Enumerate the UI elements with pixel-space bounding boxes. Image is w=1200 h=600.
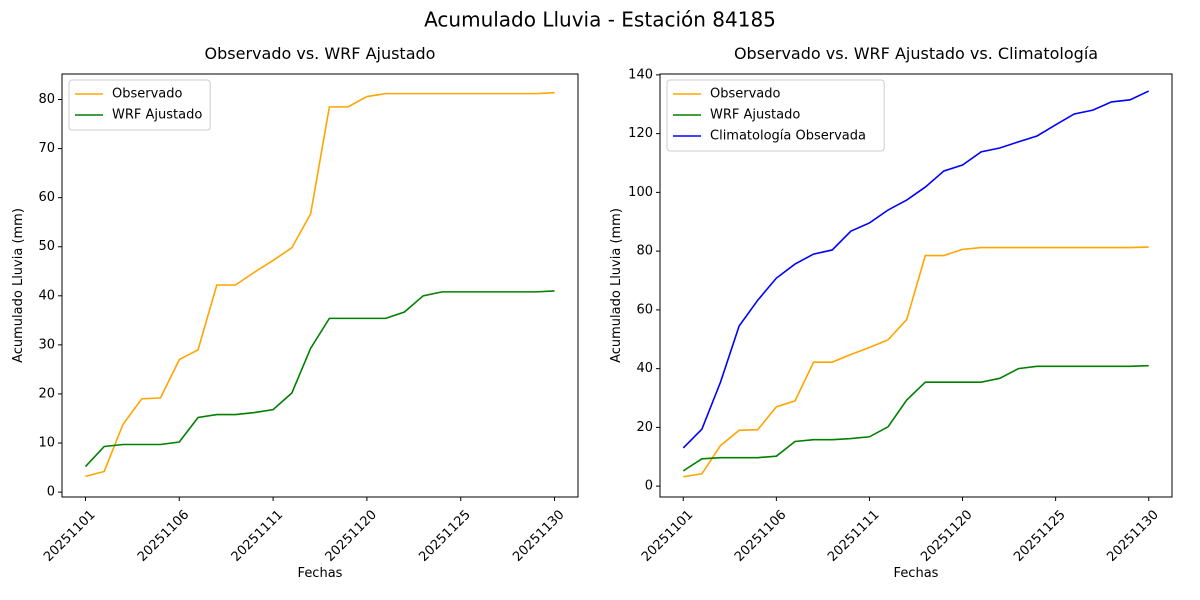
legend-label: Observado (710, 87, 781, 102)
plot-frame (659, 73, 1173, 498)
legend-label: Climatología Observada (710, 129, 866, 144)
x-tick-label: 20251130 (1104, 507, 1161, 564)
y-tick-label: 60 (38, 190, 55, 205)
plot-frame (61, 73, 579, 498)
legend-label: WRF Ajustado (112, 108, 202, 123)
legend-box (68, 79, 211, 131)
y-tick-label: 40 (636, 361, 653, 376)
y-axis-title: Acumulado Lluvia (mm) (11, 208, 26, 363)
subplot: Observado vs. WRF Ajustado 0 10 20 30 40 50 60 7… (11, 44, 579, 581)
series-line (682, 90, 1150, 449)
series-line (683, 246, 1149, 478)
subplot: Observado vs. WRF Ajustado vs. Climatolo… (609, 44, 1173, 581)
y-tick-label: 100 (628, 185, 653, 200)
x-tick-label: 20251111 (229, 507, 286, 564)
x-tick-label: 20251125 (416, 507, 473, 564)
y-tick-label: 80 (636, 244, 653, 259)
subplot-title: Observado vs. WRF Ajustado vs. Climatolo… (734, 44, 1098, 63)
legend-box (666, 79, 885, 152)
subplot-title: Observado vs. WRF Ajustado (205, 44, 436, 63)
x-tick-label: 20251130 (510, 507, 567, 564)
x-tick-label: 20251106 (135, 507, 192, 564)
x-tick-label: 20251111 (825, 507, 882, 564)
y-tick-label: 140 (628, 67, 653, 82)
x-axis-title: Fechas (894, 566, 939, 581)
series-line (85, 91, 555, 478)
y-tick-label: 30 (38, 337, 55, 352)
x-tick-label: 20251101 (639, 507, 696, 564)
series-line (682, 364, 1149, 472)
legend-label: WRF Ajustado (710, 108, 800, 123)
x-tick-label: 20251125 (1011, 507, 1068, 564)
y-tick-label: 40 (38, 288, 55, 303)
y-tick-label: 20 (38, 386, 55, 401)
legend-label: Observado (112, 87, 183, 102)
x-tick-label: 20251120 (323, 507, 380, 564)
y-axis-title: Acumulado Lluvia (mm) (609, 208, 624, 363)
y-tick-label: 70 (38, 141, 55, 156)
figure-title: Acumulado Lluvia - Estación 84185 (424, 8, 776, 32)
x-tick-label: 20251101 (41, 507, 98, 564)
y-tick-label: 50 (38, 239, 55, 254)
series-line (84, 290, 555, 468)
y-tick-label: 10 (38, 436, 55, 451)
y-tick-label: 20 (636, 420, 653, 435)
y-tick-label: 80 (38, 92, 55, 107)
y-tick-label: 120 (628, 126, 653, 141)
x-tick-label: 20251120 (918, 507, 975, 564)
y-tick-label: 0 (47, 485, 55, 500)
y-tick-label: 60 (636, 302, 653, 317)
x-tick-label: 20251106 (732, 507, 789, 564)
x-axis-title: Fechas (298, 566, 343, 581)
y-tick-label: 0 (645, 479, 653, 494)
